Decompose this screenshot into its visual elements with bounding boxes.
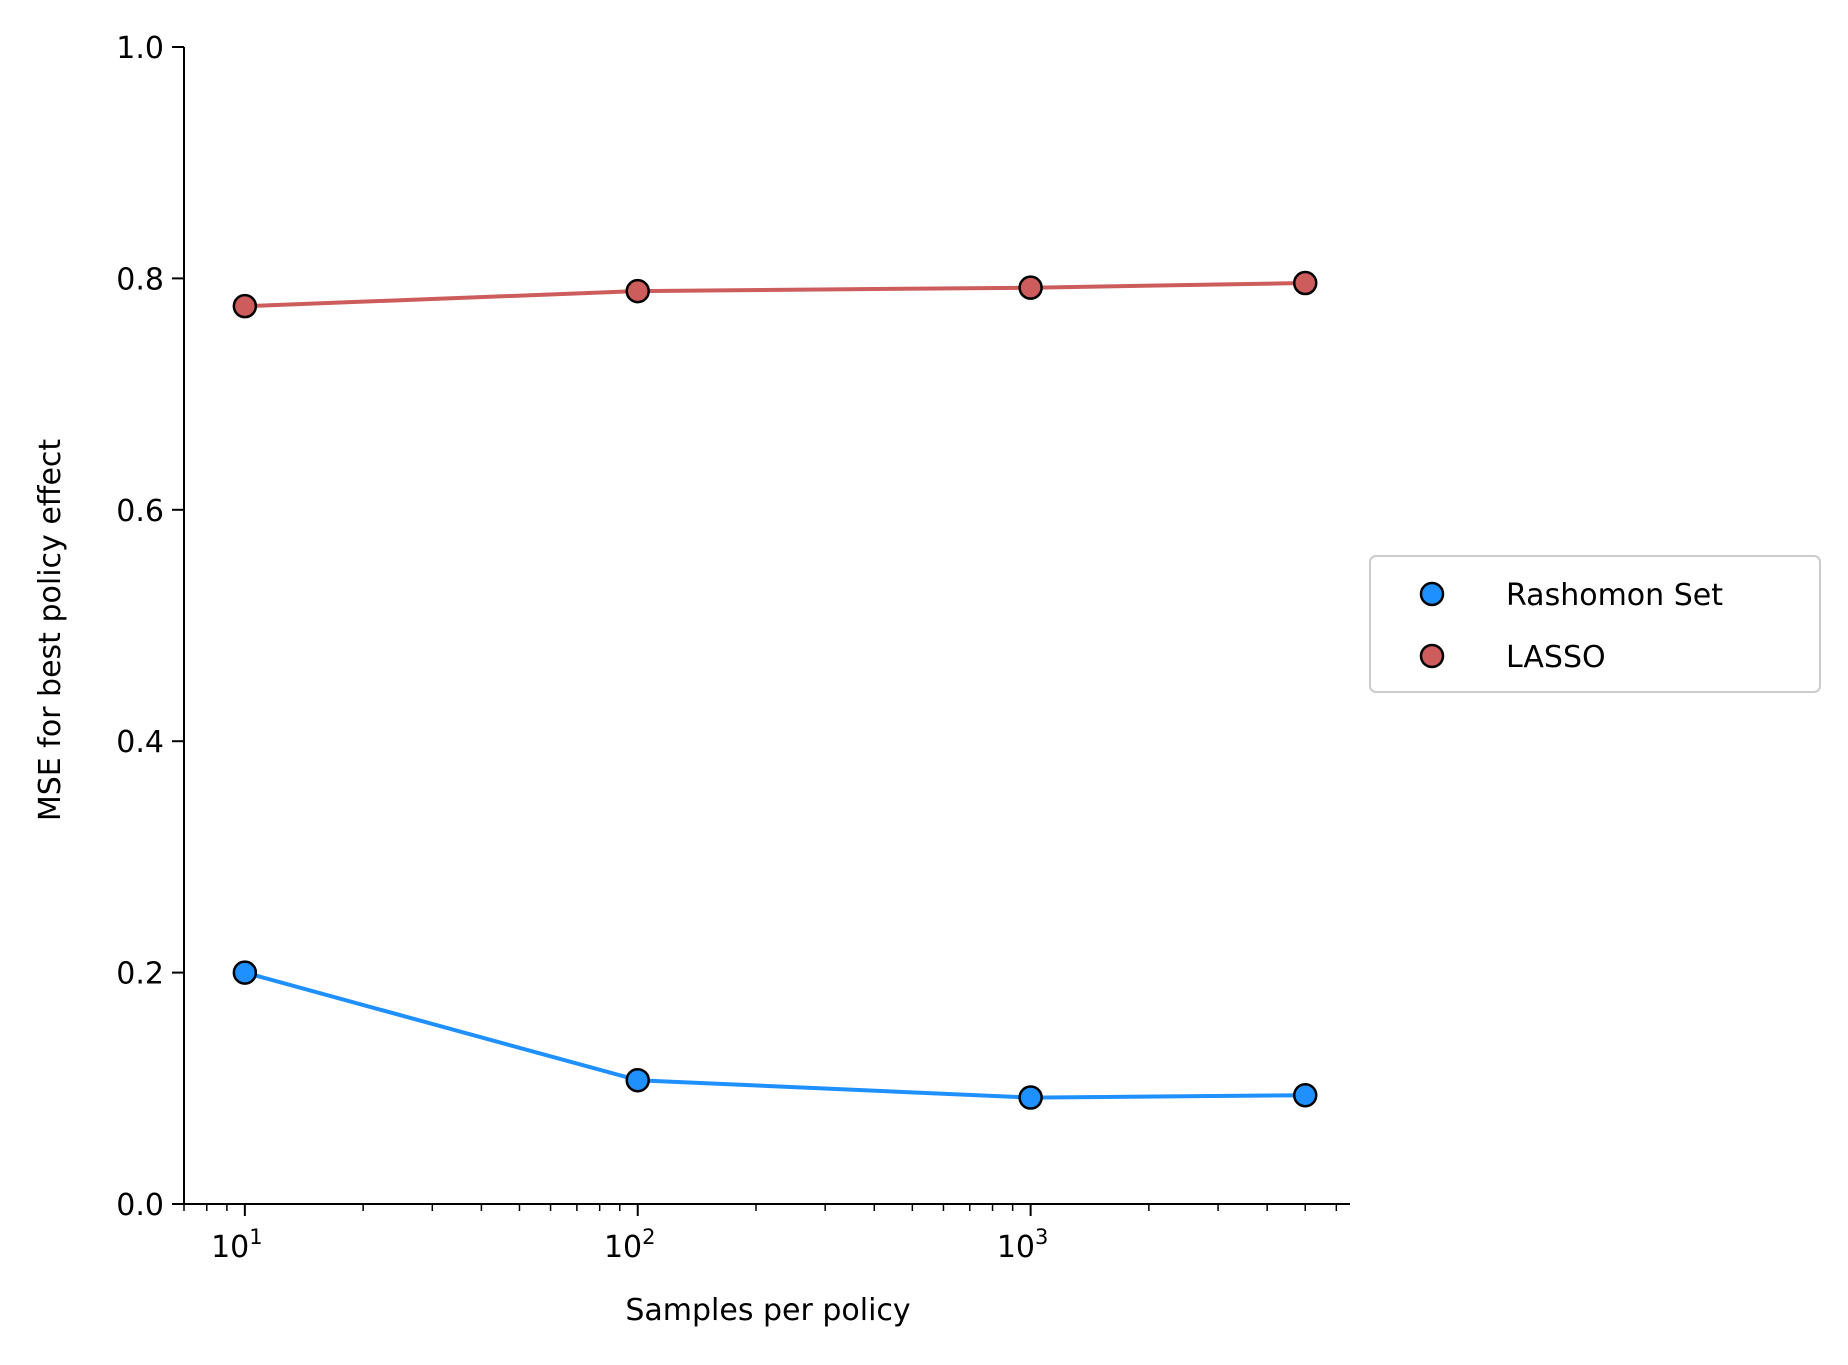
data-point (1292, 270, 1318, 296)
series-line (244, 970, 1306, 1100)
data-point (232, 960, 258, 985)
series-1 (232, 960, 1318, 1110)
data-point (1018, 1085, 1043, 1110)
legend-label: Rashomon Set (1506, 578, 1723, 613)
x-axis-label: Samples per policy (625, 1293, 910, 1328)
legend: Rashomon Set LASSO (1369, 555, 1821, 693)
legend-marker (1419, 643, 1445, 669)
y-tick-label: 1.0 (116, 31, 164, 66)
y-tick-label: 0.6 (116, 494, 164, 529)
y-tick-label: 0.8 (116, 262, 164, 297)
y-tick-label: 0.4 (116, 725, 164, 760)
data-point (232, 293, 258, 319)
series-line (244, 281, 1306, 309)
series-layer (232, 270, 1318, 1110)
data-point (1292, 1082, 1318, 1108)
y-tick-label: 0.0 (116, 1188, 164, 1223)
legend-marker (1419, 581, 1445, 607)
labels-layer: Samples per policy MSE for best policy e… (33, 439, 911, 1328)
x-tick-label: 103 (997, 1225, 1049, 1265)
y-axis-label: MSE for best policy effect (33, 439, 68, 822)
data-point (1018, 275, 1043, 300)
y-tick-label: 0.2 (116, 957, 164, 992)
data-point (625, 278, 650, 304)
legend-label: LASSO (1506, 640, 1606, 675)
x-tick-label: 102 (604, 1225, 656, 1265)
legend-frame (1369, 555, 1821, 693)
x-tick-label: 101 (211, 1225, 263, 1265)
series-2 (232, 270, 1318, 319)
data-point (625, 1067, 650, 1093)
axes-layer: 0.0 0.2 0.4 0.6 0.8 1.0 101 102 103 (116, 31, 1350, 1265)
